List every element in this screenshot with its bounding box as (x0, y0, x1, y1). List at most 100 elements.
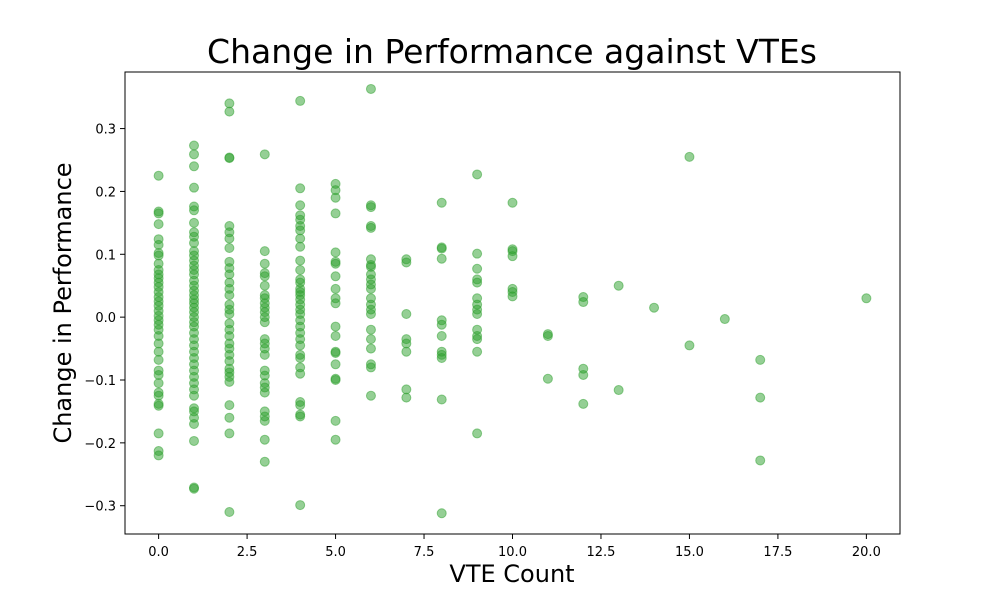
data-point (330, 192, 341, 203)
data-point (153, 219, 164, 230)
data-point (189, 149, 200, 160)
data-point (224, 428, 235, 439)
data-point (755, 392, 766, 403)
data-point (224, 153, 235, 164)
x-tick-label: 2.5 (237, 545, 258, 560)
x-tick-label: 15.0 (675, 545, 704, 560)
data-point (224, 507, 235, 517)
data-point (472, 277, 483, 288)
data-point (153, 428, 164, 439)
data-point (542, 331, 553, 341)
data-point (295, 265, 306, 275)
data-point (365, 83, 376, 94)
data-point (224, 269, 235, 280)
data-point (189, 237, 200, 248)
data-point (295, 340, 306, 351)
x-tick-label: 17.5 (763, 545, 792, 560)
data-point (259, 349, 270, 360)
data-point (365, 283, 376, 294)
data-point (578, 398, 589, 409)
data-point (507, 251, 518, 262)
data-point (189, 205, 200, 216)
y-axis-ticks: −0.3 −0.2 −0.1 0.0 0.1 0.2 0.3 (84, 123, 125, 515)
data-point (153, 338, 164, 349)
data-point (224, 309, 235, 319)
data-point (330, 375, 341, 385)
data-point (295, 255, 306, 266)
data-point (330, 434, 341, 445)
data-point (684, 340, 695, 351)
data-point (436, 394, 447, 405)
data-point (153, 400, 164, 411)
y-tick-label: 0.2 (95, 185, 116, 200)
y-tick-label: 0.1 (95, 248, 116, 263)
data-point (436, 508, 447, 519)
data-point (436, 319, 447, 330)
data-point (649, 302, 660, 313)
data-point (189, 419, 200, 429)
data-point (401, 392, 412, 403)
x-tick-label: 5.0 (325, 545, 346, 560)
data-point (259, 271, 270, 282)
data-point (330, 258, 341, 269)
x-axis-ticks: 0.0 2.5 5.0 7.5 10.0 12.5 15.0 17.5 20.0 (148, 534, 881, 560)
data-point (472, 334, 483, 345)
data-point (507, 197, 518, 208)
chart-title: Change in Performance against VTEs (207, 32, 817, 71)
data-point (153, 170, 164, 181)
y-tick-label: 0.0 (95, 311, 116, 326)
data-point (153, 390, 164, 401)
data-point (330, 247, 341, 258)
data-point (189, 161, 200, 172)
data-point (755, 354, 766, 365)
data-point (224, 412, 235, 423)
data-point (189, 390, 200, 401)
data-point (365, 309, 376, 319)
data-point (330, 331, 341, 341)
data-point (436, 253, 447, 264)
data-point (472, 309, 483, 319)
data-point (542, 373, 553, 384)
data-point (755, 455, 766, 466)
x-axis-label: VTE Count (449, 560, 574, 588)
data-point (365, 324, 376, 335)
x-tick-label: 20.0 (852, 545, 881, 560)
data-point (259, 258, 270, 269)
data-point (153, 450, 164, 461)
data-point (259, 415, 270, 426)
data-point (224, 376, 235, 387)
data-point (295, 95, 306, 106)
data-point (365, 390, 376, 401)
data-point (189, 435, 200, 446)
data-point (153, 354, 164, 365)
data-point (330, 321, 341, 332)
data-point (401, 309, 412, 319)
data-point (436, 243, 447, 254)
data-point (295, 183, 306, 194)
x-tick-label: 0.0 (148, 545, 169, 560)
data-point (224, 233, 235, 244)
data-point (436, 197, 447, 208)
points-layer (153, 83, 872, 519)
data-point (224, 98, 235, 109)
data-point (330, 359, 341, 370)
data-point (153, 239, 164, 250)
data-point (365, 334, 376, 345)
data-point (613, 280, 624, 291)
data-point (401, 338, 412, 349)
data-point (189, 182, 200, 193)
data-point (365, 202, 376, 213)
data-point (401, 346, 412, 357)
data-point (259, 280, 270, 291)
data-point (401, 257, 412, 268)
data-point (259, 387, 270, 398)
data-point (330, 208, 341, 219)
data-point (365, 362, 376, 373)
data-point (295, 225, 306, 236)
data-point (259, 246, 270, 257)
data-point (507, 291, 518, 302)
data-point (578, 369, 589, 380)
data-point (330, 298, 341, 309)
